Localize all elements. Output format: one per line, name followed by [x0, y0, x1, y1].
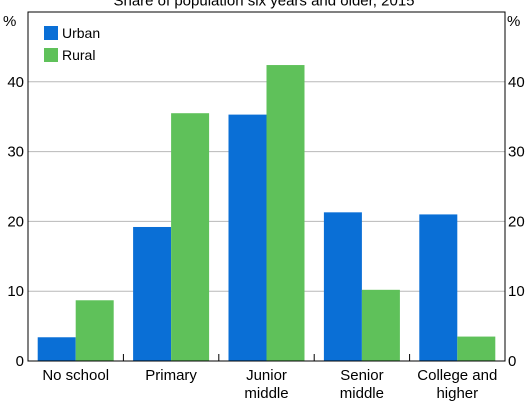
- legend-label-rural: Rural: [62, 47, 95, 63]
- bar-rural-2: [266, 65, 305, 361]
- category-label: Junior middle: [244, 367, 288, 402]
- bar-urban-4: [419, 214, 458, 361]
- legend-label-urban: Urban: [62, 25, 100, 41]
- category-label: Primary: [145, 367, 197, 384]
- bar-rural-0: [75, 300, 114, 361]
- chart-title: Share of population six years and older,…: [113, 0, 414, 9]
- x-axis-ticks: [122, 354, 411, 361]
- y-tick-right-label: 20: [508, 213, 525, 230]
- y-tick-left-label: 10: [7, 283, 24, 300]
- y-axis-right: 0 10 20 30 40: [508, 74, 525, 370]
- y-tick-left-label: 30: [7, 144, 24, 161]
- y-unit-right: %: [507, 13, 520, 30]
- bars: [37, 65, 496, 362]
- bar-urban-0: [37, 337, 76, 361]
- x-axis-labels: No school Primary Junior middle Senior middle…: [42, 367, 497, 402]
- y-tick-right-label: 40: [508, 74, 525, 91]
- y-tick-right-label: 10: [508, 283, 525, 300]
- plot-frame: [27, 11, 506, 362]
- bar-urban-2: [228, 114, 267, 361]
- legend-swatch-rural: [44, 48, 58, 62]
- y-tick-right-label: 30: [508, 144, 525, 161]
- y-tick-left-label: 0: [16, 353, 24, 370]
- bar-rural-1: [171, 113, 210, 362]
- legend-swatch-urban: [44, 26, 58, 40]
- y-axis-left: 0 10 20 30 40: [7, 74, 24, 370]
- y-tick-right-label: 0: [508, 353, 516, 370]
- y-tick-left-label: 20: [7, 213, 24, 230]
- category-label: No school: [42, 367, 109, 384]
- bar-rural-4: [457, 336, 496, 361]
- category-label: College and higher: [417, 367, 497, 402]
- y-unit-left: %: [3, 13, 16, 30]
- bar-rural-3: [361, 289, 400, 361]
- y-tick-left-label: 40: [7, 74, 24, 91]
- bar-urban-1: [133, 226, 172, 361]
- category-label: Senior middle: [340, 367, 384, 402]
- bar-urban-3: [323, 212, 362, 361]
- legend: Urban Rural: [44, 25, 100, 63]
